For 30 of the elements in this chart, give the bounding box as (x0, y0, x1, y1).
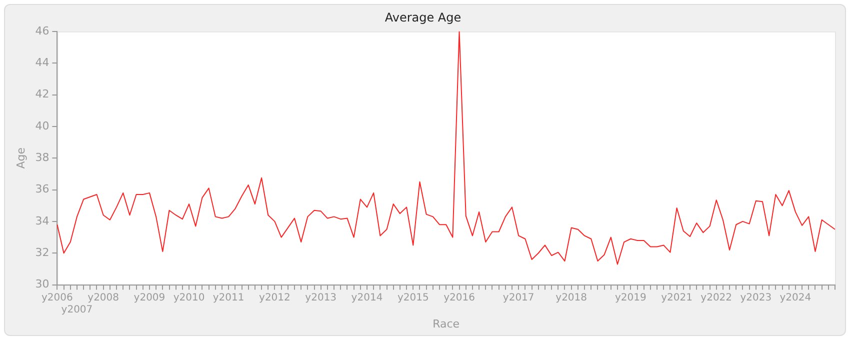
x-tick-label: y2013 (305, 292, 337, 304)
x-tick-label: y2024 (780, 292, 812, 304)
x-tick-label: y2012 (259, 292, 290, 304)
x-tick-label: y2015 (397, 292, 429, 304)
x-tick-label: y2017 (502, 292, 534, 304)
x-tick-label: y2023 (740, 292, 772, 304)
y-tick-label: 44 (35, 56, 50, 69)
x-tick-label: y2007 (61, 304, 93, 316)
y-tick-label: 34 (35, 214, 50, 228)
chart-title: Average Age (384, 10, 462, 24)
x-tick-label: y2009 (134, 292, 166, 304)
y-axis-title: Age (14, 147, 28, 169)
y-tick-label: 36 (35, 182, 50, 196)
x-tick-label: y2014 (351, 292, 383, 304)
x-tick-label: y2010 (173, 292, 205, 304)
y-tick-label: 40 (35, 119, 50, 132)
y-tick-label: 32 (35, 246, 50, 259)
x-tick-label: y2011 (212, 292, 244, 304)
y-tick-label: 30 (35, 278, 50, 291)
x-axis-title: Race (432, 317, 460, 330)
x-tick-label: y2008 (88, 292, 120, 304)
x-tick-label: y2021 (661, 292, 692, 304)
x-tick-label: y2018 (556, 292, 588, 304)
x-tick-label: y2019 (614, 292, 646, 304)
x-tick-label: y2006 (42, 292, 73, 304)
x-tick-label: y2022 (700, 292, 732, 304)
y-tick-label: 42 (35, 88, 50, 101)
y-tick-label: 38 (35, 150, 50, 164)
x-tick-label: y2016 (444, 292, 475, 304)
y-tick-label: 46 (35, 24, 50, 38)
